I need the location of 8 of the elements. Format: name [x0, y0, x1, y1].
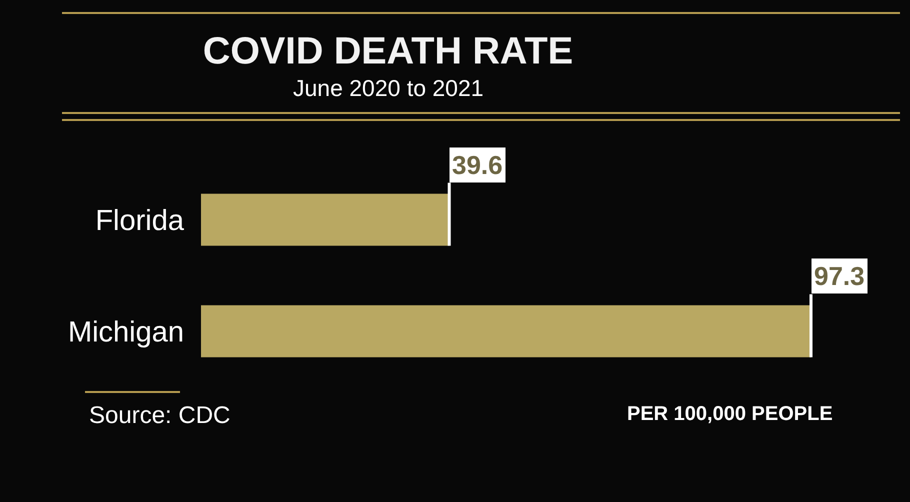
chart-title: COVID DEATH RATE	[202, 30, 574, 72]
source-note: Source: CDC	[89, 402, 230, 429]
y-tick-label: Florida	[95, 204, 185, 237]
text: PER 100,000 PEOPLE	[627, 403, 833, 425]
data-label: 39.6	[452, 150, 503, 180]
chart-subtitle: June 2020 to 2021	[293, 75, 484, 101]
data-label: 97.3	[814, 261, 865, 291]
y-tick-label: Michigan	[68, 316, 184, 348]
